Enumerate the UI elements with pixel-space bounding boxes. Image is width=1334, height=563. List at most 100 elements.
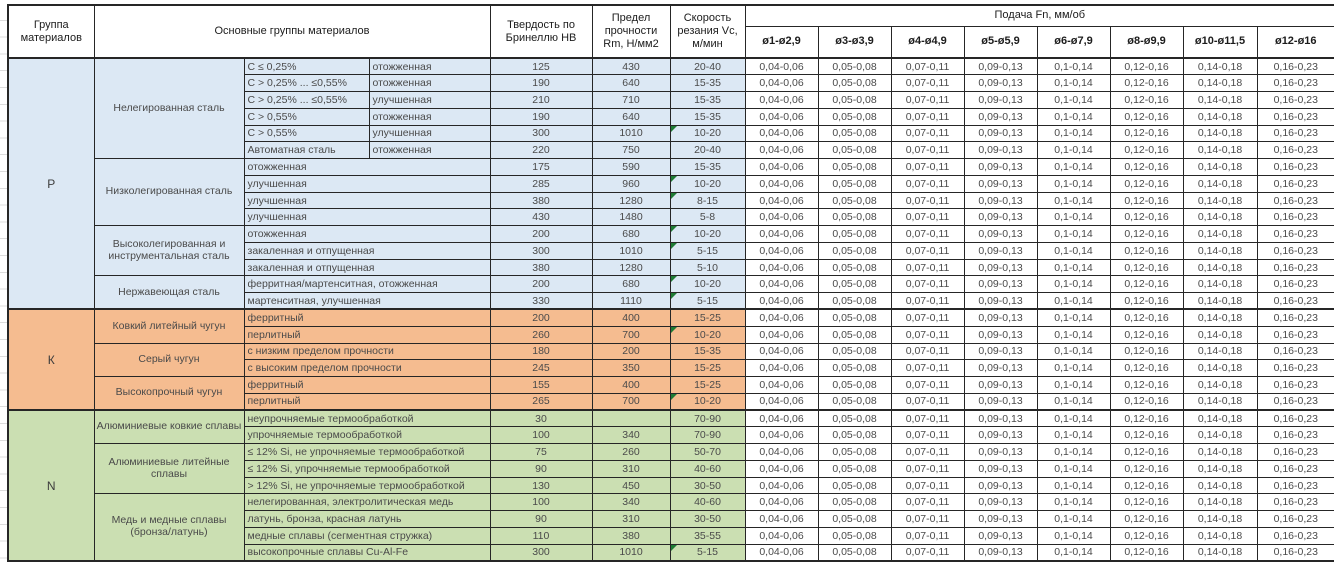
feed-value-col1: 0,04-0,06 xyxy=(744,107,819,126)
material-description: мартенситная, улучшенная xyxy=(243,292,491,310)
feed-value-col1: 0,04-0,06 xyxy=(744,158,819,176)
material-subtype: C > 0,25% ... ≤0,55% xyxy=(243,74,370,93)
table-row: перлитный 260 700 10-20 0,04-0,06 0,05-0,08 0,… xyxy=(8,325,1334,344)
hardness-value: 200 xyxy=(489,225,593,243)
strength-value: 450 xyxy=(591,476,671,495)
material-group-name: Алюминиевые ковкие сплавы xyxy=(93,409,245,445)
cutting-speed-value: 15-35 xyxy=(669,74,746,93)
feed-value-col6: 0,12-0,16 xyxy=(1109,74,1184,93)
material-description: перлитный xyxy=(243,392,491,411)
feed-value-col3: 0,07-0,11 xyxy=(890,325,965,344)
feed-value-col8: 0,16-0,23 xyxy=(1256,409,1334,428)
hardness-value: 90 xyxy=(489,459,593,478)
comment-flag-icon xyxy=(671,226,677,233)
feed-value-col1: 0,04-0,06 xyxy=(744,241,819,260)
feed-value-col4: 0,09-0,13 xyxy=(963,141,1038,160)
material-description: упрочняемые термообработкой xyxy=(243,426,491,445)
feed-value-col8: 0,16-0,23 xyxy=(1256,392,1334,411)
hardness-value: 380 xyxy=(489,191,593,210)
feed-value-col6: 0,12-0,16 xyxy=(1109,443,1184,461)
feed-value-col5: 0,1-0,14 xyxy=(1036,107,1111,126)
feed-value-col1: 0,04-0,06 xyxy=(744,543,819,562)
feed-value-col2: 0,05-0,08 xyxy=(817,342,892,361)
hardness-value: 265 xyxy=(489,392,593,411)
feed-value-col8: 0,16-0,23 xyxy=(1256,208,1334,227)
feed-value-col2: 0,05-0,08 xyxy=(817,376,892,394)
feed-value-col6: 0,12-0,16 xyxy=(1109,476,1184,495)
col-header-strength: Предел прочности Rm, Н/мм2 xyxy=(591,4,671,59)
material-group-name: Ковкий литейный чугун xyxy=(93,308,245,344)
feed-value-col4: 0,09-0,13 xyxy=(963,208,1038,227)
cutting-speed-value: 8-15 xyxy=(669,191,746,210)
feed-value-col5: 0,1-0,14 xyxy=(1036,376,1111,394)
feed-value-col5: 0,1-0,14 xyxy=(1036,57,1111,76)
cutting-speed-value: 50-70 xyxy=(669,443,746,461)
strength-value: 1010 xyxy=(591,124,671,143)
feed-value-col2: 0,05-0,08 xyxy=(817,292,892,310)
cutting-speed-value: 15-25 xyxy=(669,376,746,394)
feed-value-col6: 0,12-0,16 xyxy=(1109,124,1184,143)
hardness-value: 190 xyxy=(489,107,593,126)
feed-value-col3: 0,07-0,11 xyxy=(890,493,965,512)
feed-value-col6: 0,12-0,16 xyxy=(1109,107,1184,126)
table-row: с высоким пределом прочности 245 350 15-25 0… xyxy=(8,359,1334,378)
material-condition: отожженная xyxy=(368,74,491,93)
feed-value-col5: 0,1-0,14 xyxy=(1036,459,1111,478)
feed-value-col5: 0,1-0,14 xyxy=(1036,191,1111,210)
feed-value-col6: 0,12-0,16 xyxy=(1109,376,1184,394)
cutting-speed-value: 10-20 xyxy=(669,275,746,294)
feed-value-col5: 0,1-0,14 xyxy=(1036,409,1111,428)
feed-value-col5: 0,1-0,14 xyxy=(1036,526,1111,545)
feed-value-col2: 0,05-0,08 xyxy=(817,275,892,294)
strength-value: 1480 xyxy=(591,208,671,227)
hardness-value: 90 xyxy=(489,510,593,528)
feed-value-col3: 0,07-0,11 xyxy=(890,342,965,361)
strength-value: 1010 xyxy=(591,543,671,562)
feed-value-col7: 0,14-0,18 xyxy=(1182,258,1258,277)
spreadsheet-gridlines xyxy=(0,4,7,560)
feed-diameter-row: ø1-ø2,9 ø3-ø3,9 ø4-ø4,9 ø5-ø5,9 ø6-ø7,9 ø8-ø9… xyxy=(8,25,1334,59)
table-row: Р Нелегированная сталь C ≤ 0,25% отожженная… xyxy=(7,56,1334,310)
feed-value-col5: 0,1-0,14 xyxy=(1036,158,1111,176)
feed-value-col3: 0,07-0,11 xyxy=(890,258,965,277)
strength-value: 310 xyxy=(591,459,671,478)
cutting-speed-value: 20-40 xyxy=(669,57,746,76)
material-description: латунь, бронза, красная латунь xyxy=(243,510,491,528)
feed-value-col2: 0,05-0,08 xyxy=(817,459,892,478)
feed-value-col7: 0,14-0,18 xyxy=(1182,57,1258,76)
feed-value-col4: 0,09-0,13 xyxy=(963,342,1038,361)
feed-value-col1: 0,04-0,06 xyxy=(744,141,819,160)
cutting-speed-value: 40-60 xyxy=(669,493,746,512)
feed-diameter-header-6: ø8-ø9,9 xyxy=(1109,25,1184,59)
comment-flag-icon xyxy=(671,327,677,333)
strength-value: 340 xyxy=(591,493,671,512)
table-row: медные сплавы (сегментная стружка) 110 380… xyxy=(8,526,1334,545)
table-row: ≤ 12% Si, упрочняемые термообработкой 90 3… xyxy=(8,459,1334,478)
hardness-value: 100 xyxy=(489,426,593,445)
strength-value: 340 xyxy=(591,426,671,445)
feed-value-col3: 0,07-0,11 xyxy=(890,543,965,562)
cutting-speed-value: 10-20 xyxy=(669,124,746,143)
cutting-speed-value: 15-25 xyxy=(669,308,746,327)
feed-value-col4: 0,09-0,13 xyxy=(963,443,1038,461)
material-description: > 12% Si, не упрочняемые термообработкой xyxy=(243,476,491,495)
feed-value-col8: 0,16-0,23 xyxy=(1256,476,1334,495)
feed-value-col1: 0,04-0,06 xyxy=(744,292,819,310)
cutting-speed-value: 20-40 xyxy=(669,141,746,160)
feed-value-col6: 0,12-0,16 xyxy=(1109,308,1184,327)
feed-value-col7: 0,14-0,18 xyxy=(1182,426,1258,445)
comment-flag-icon xyxy=(671,126,677,132)
comment-flag-icon xyxy=(671,193,677,199)
feed-value-col6: 0,12-0,16 xyxy=(1109,526,1184,545)
feed-value-col5: 0,1-0,14 xyxy=(1036,476,1111,495)
feed-value-col4: 0,09-0,13 xyxy=(963,325,1038,344)
feed-value-col4: 0,09-0,13 xyxy=(963,191,1038,210)
table-row: Алюминиевые литейные сплавы ≤ 12% Si, не … xyxy=(8,443,1334,495)
feed-value-col5: 0,1-0,14 xyxy=(1036,493,1111,512)
feed-value-col2: 0,05-0,08 xyxy=(817,426,892,445)
hardness-value: 245 xyxy=(489,359,593,378)
table-row: C > 0,55% отожженная 190 640 15-35 0,04-0,06 0… xyxy=(8,107,1334,126)
cutting-speed-value: 15-35 xyxy=(669,107,746,126)
feed-value-col2: 0,05-0,08 xyxy=(817,225,892,243)
cutting-speed-value: 15-35 xyxy=(669,91,746,109)
